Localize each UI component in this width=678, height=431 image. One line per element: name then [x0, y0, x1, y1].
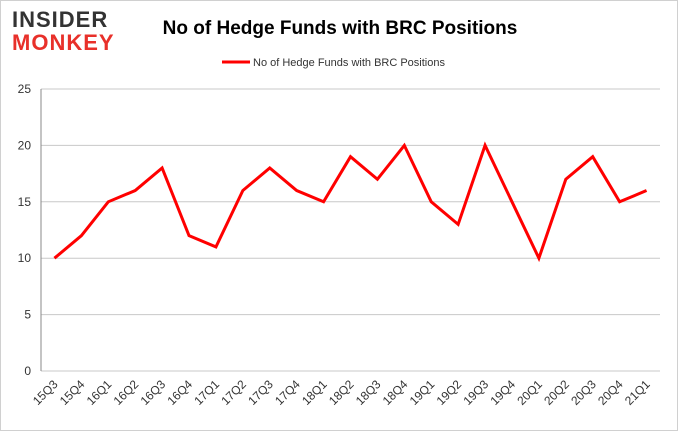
data-line — [53, 141, 648, 263]
chart-title: No of Hedge Funds with BRC Positions — [163, 18, 518, 39]
logo-line1: INSIDER — [12, 7, 108, 32]
y-tick-label: 20 — [18, 138, 32, 152]
legend-label: No of Hedge Funds with BRC Positions — [253, 57, 445, 69]
y-tick-label: 5 — [24, 308, 31, 322]
y-tick-label: 15 — [18, 195, 32, 209]
y-tick-label: 25 — [18, 82, 32, 96]
logo-line2: MONKEY — [12, 30, 115, 55]
y-tick-label: 0 — [24, 364, 31, 378]
y-tick-label: 10 — [18, 251, 32, 265]
